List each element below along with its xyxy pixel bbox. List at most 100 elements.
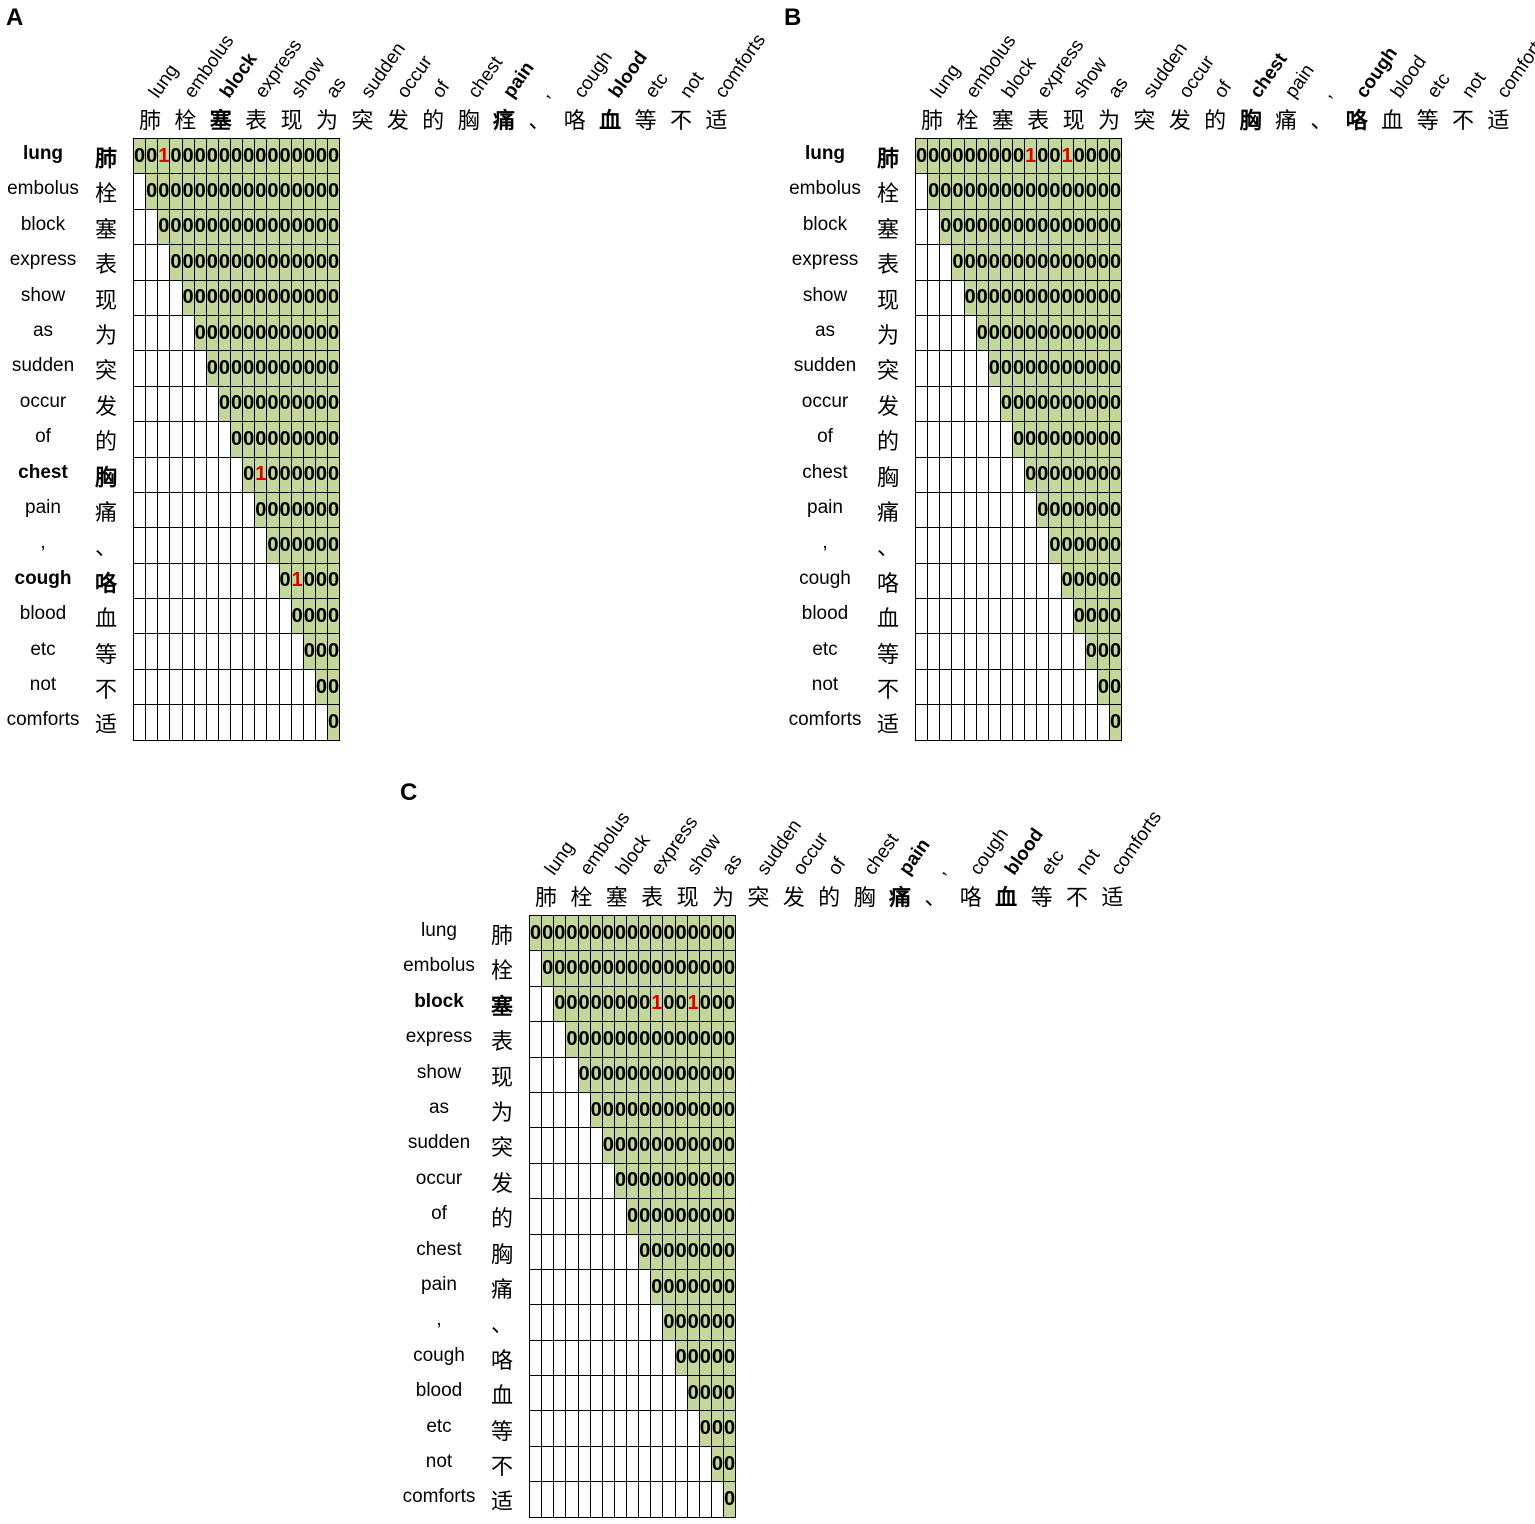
matrix-cell-zero: 0 [278, 421, 292, 458]
column-label-en: as [322, 73, 351, 103]
matrix-cell-empty [577, 1375, 591, 1412]
matrix-cell-empty [157, 279, 171, 316]
matrix-cell-zero: 0 [975, 208, 989, 246]
matrix-cell-zero: 0 [193, 208, 207, 246]
matrix-cell-empty [914, 279, 929, 316]
matrix-cell-empty [132, 562, 147, 600]
matrix-cell-zero: 0 [217, 385, 232, 423]
matrix-cell-zero: 0 [722, 950, 737, 987]
column-label-en: , [930, 862, 951, 880]
matrix-cell-empty [553, 1410, 567, 1447]
matrix-cell-zero: 0 [229, 137, 244, 175]
matrix-cell-zero: 0 [326, 491, 341, 529]
matrix-cell-empty [266, 562, 280, 600]
panel-label: C [400, 779, 418, 806]
matrix-cell-empty [939, 385, 953, 423]
row-label-zh: 肺 [94, 147, 117, 172]
matrix-cell-zero: 0 [1072, 385, 1086, 423]
matrix-cell-empty [553, 1339, 567, 1377]
matrix-cell-zero: 0 [625, 914, 640, 952]
matrix-cell-zero: 0 [229, 421, 244, 458]
row-label-zh: 突 [94, 359, 117, 385]
matrix-cell-zero: 0 [278, 385, 292, 423]
matrix-cell-zero: 0 [963, 137, 977, 175]
matrix-cell-empty [1036, 527, 1050, 564]
matrix-cell-empty [541, 1021, 555, 1058]
matrix-cell-zero: 0 [217, 314, 232, 352]
matrix-cell-empty [577, 1339, 591, 1377]
column-label-zh: 血 [1381, 109, 1404, 134]
matrix-cell-zero: 0 [638, 1233, 652, 1270]
matrix-cell-zero: 0 [1072, 173, 1086, 210]
matrix-cell-empty [927, 704, 941, 741]
matrix-cell-empty [951, 314, 965, 352]
matrix-cell-zero: 0 [662, 1268, 676, 1306]
matrix-cell-empty [132, 244, 147, 281]
matrix-cell-zero: 0 [1036, 456, 1050, 493]
matrix-cell-empty [927, 527, 941, 564]
matrix-cell-empty [914, 668, 929, 706]
matrix-cell-empty [625, 1339, 640, 1377]
matrix-cell-zero: 0 [266, 491, 280, 529]
matrix-cell-empty [169, 598, 183, 635]
matrix-cell-zero: 0 [577, 985, 591, 1023]
matrix-cell-zero: 0 [625, 950, 640, 987]
row-label-en: lung [421, 920, 457, 941]
column-label-en: of [1210, 77, 1237, 103]
row-label-zh: 、 [490, 1313, 513, 1339]
matrix-cell-empty [181, 456, 195, 493]
matrix-cell-zero: 0 [662, 1127, 676, 1164]
matrix-cell-empty [553, 1268, 567, 1306]
matrix-cell-empty [613, 1481, 628, 1518]
matrix-cell-zero: 0 [975, 279, 989, 316]
matrix-cell-zero: 0 [698, 914, 712, 952]
matrix-cell-empty [1036, 598, 1050, 635]
matrix-cell-empty [999, 668, 1014, 706]
matrix-cell-empty [589, 1198, 603, 1235]
row-label-en: of [431, 1203, 447, 1225]
matrix-cell-zero: 0 [710, 1162, 725, 1200]
matrix-cell-empty [242, 562, 256, 600]
matrix-cell-zero: 0 [662, 914, 676, 952]
matrix-cell-empty [229, 562, 244, 600]
matrix-cell-zero: 0 [662, 1056, 676, 1093]
matrix-cell-zero: 0 [987, 244, 1001, 281]
matrix-cell-empty [914, 527, 929, 564]
matrix-cell-zero: 0 [1024, 456, 1038, 493]
matrix-cell-empty [1084, 668, 1098, 706]
matrix-cell-empty [254, 598, 268, 635]
column-label-en: comforts [1107, 807, 1167, 880]
matrix-cell-zero: 0 [145, 173, 159, 210]
matrix-cell-empty [145, 208, 159, 246]
matrix-cell-zero: 0 [278, 527, 292, 564]
matrix-cell-zero: 0 [254, 244, 268, 281]
matrix-cell-empty [553, 1127, 567, 1164]
matrix-cell-empty [205, 598, 219, 635]
matrix-cell-empty [217, 456, 232, 493]
matrix-cell-zero: 0 [553, 914, 567, 952]
matrix-cell-zero: 0 [193, 137, 207, 175]
matrix-cell-empty [987, 633, 1001, 670]
matrix-cell-zero: 0 [565, 914, 579, 952]
row-label-zh: 塞 [490, 994, 513, 1020]
matrix-cell-zero: 0 [1096, 456, 1111, 493]
matrix-cell-empty [613, 1233, 628, 1270]
matrix-cell-zero: 0 [169, 244, 183, 281]
matrix-cell-zero: 0 [1096, 385, 1111, 423]
matrix-cell-zero: 0 [698, 1127, 712, 1164]
matrix-cell-zero: 0 [722, 1410, 737, 1447]
matrix-cell-empty [242, 598, 256, 635]
matrix-cell-zero: 0 [1108, 137, 1123, 175]
row-label-en: etc [812, 638, 838, 660]
matrix-cell-zero: 0 [1024, 279, 1038, 316]
matrix-cell-empty [1024, 598, 1038, 635]
matrix-cell-empty [975, 633, 989, 670]
matrix-cell-empty [169, 527, 183, 564]
matrix-cell-zero: 0 [1060, 456, 1074, 493]
matrix-cell-zero: 0 [1036, 244, 1050, 281]
